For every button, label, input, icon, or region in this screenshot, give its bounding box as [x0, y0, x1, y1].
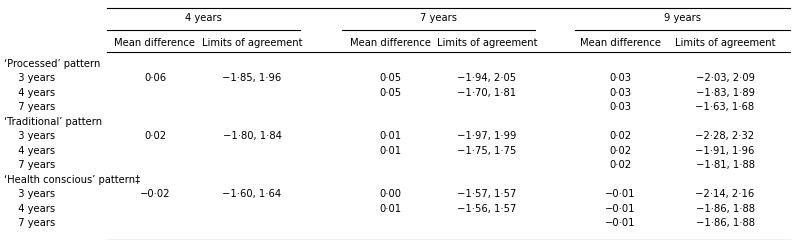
Text: Limits of agreement: Limits of agreement [437, 38, 538, 48]
Text: −0·01: −0·01 [605, 218, 635, 228]
Text: −1·83, 1·89: −1·83, 1·89 [696, 88, 754, 98]
Text: 0·02: 0·02 [144, 131, 166, 141]
Text: 0·05: 0·05 [379, 88, 401, 98]
Text: −1·60, 1·64: −1·60, 1·64 [222, 189, 282, 199]
Text: 7 years: 7 years [12, 102, 56, 112]
Text: 0·01: 0·01 [379, 204, 401, 214]
Text: 4 years: 4 years [184, 13, 222, 23]
Text: 7 years: 7 years [12, 160, 56, 170]
Text: −1·75, 1·75: −1·75, 1·75 [457, 146, 517, 156]
Text: 7 years: 7 years [12, 218, 56, 228]
Text: 0·03: 0·03 [609, 88, 631, 98]
Text: 3 years: 3 years [12, 131, 55, 141]
Text: 0·05: 0·05 [379, 73, 401, 83]
Text: 0·06: 0·06 [144, 73, 166, 83]
Text: 4 years: 4 years [12, 146, 55, 156]
Text: 0·01: 0·01 [379, 146, 401, 156]
Text: −1·80, 1·84: −1·80, 1·84 [222, 131, 281, 141]
Text: −1·57, 1·57: −1·57, 1·57 [457, 189, 517, 199]
Text: 7 years: 7 years [419, 13, 457, 23]
Text: 0·03: 0·03 [609, 102, 631, 112]
Text: 0·00: 0·00 [379, 189, 401, 199]
Text: 4 years: 4 years [12, 204, 55, 214]
Text: 9 years: 9 years [665, 13, 702, 23]
Text: Mean difference: Mean difference [580, 38, 661, 48]
Text: −1·63, 1·68: −1·63, 1·68 [696, 102, 754, 112]
Text: Mean difference: Mean difference [114, 38, 195, 48]
Text: 0·02: 0·02 [609, 146, 631, 156]
Text: Limits of agreement: Limits of agreement [202, 38, 303, 48]
Text: −1·97, 1·99: −1·97, 1·99 [457, 131, 517, 141]
Text: 3 years: 3 years [12, 73, 55, 83]
Text: −1·56, 1·57: −1·56, 1·57 [457, 204, 517, 214]
Text: ‘Traditional’ pattern: ‘Traditional’ pattern [4, 117, 102, 127]
Text: ‘Health conscious’ pattern‡: ‘Health conscious’ pattern‡ [4, 175, 141, 185]
Text: −1·81, 1·88: −1·81, 1·88 [696, 160, 754, 170]
Text: −1·86, 1·88: −1·86, 1·88 [696, 218, 754, 228]
Text: −2·03, 2·09: −2·03, 2·09 [696, 73, 754, 83]
Text: Mean difference: Mean difference [349, 38, 430, 48]
Text: 0·02: 0·02 [609, 131, 631, 141]
Text: Limits of agreement: Limits of agreement [675, 38, 775, 48]
Text: 3 years: 3 years [12, 189, 55, 199]
Text: −1·86, 1·88: −1·86, 1·88 [696, 204, 754, 214]
Text: −0·02: −0·02 [140, 189, 170, 199]
Text: 0·01: 0·01 [379, 131, 401, 141]
Text: −0·01: −0·01 [605, 189, 635, 199]
Text: −1·85, 1·96: −1·85, 1·96 [222, 73, 282, 83]
Text: −1·70, 1·81: −1·70, 1·81 [457, 88, 517, 98]
Text: −2·14, 2·16: −2·14, 2·16 [696, 189, 754, 199]
Text: 0·03: 0·03 [609, 73, 631, 83]
Text: 0·02: 0·02 [609, 160, 631, 170]
Text: −1·94, 2·05: −1·94, 2·05 [457, 73, 517, 83]
Text: 4 years: 4 years [12, 88, 55, 98]
Text: −2·28, 2·32: −2·28, 2·32 [696, 131, 754, 141]
Text: ‘Processed’ pattern: ‘Processed’ pattern [4, 59, 100, 69]
Text: −0·01: −0·01 [605, 204, 635, 214]
Text: −1·91, 1·96: −1·91, 1·96 [696, 146, 754, 156]
